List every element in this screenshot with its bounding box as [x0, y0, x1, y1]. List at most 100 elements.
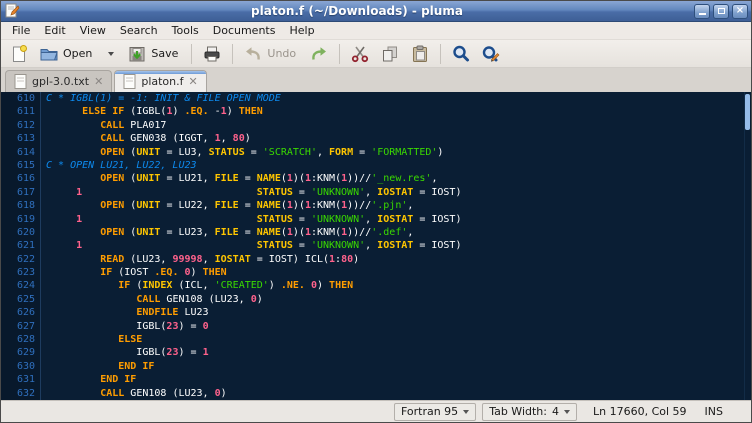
- vertical-scrollbar[interactable]: [744, 92, 751, 400]
- line-number: 623: [1, 266, 41, 280]
- tab-width-label: Tab Width:: [489, 405, 547, 418]
- code-line[interactable]: 623 IF (IOST .EQ. 0) THEN: [1, 266, 744, 280]
- code-line[interactable]: 611 ELSE IF (IGBL(1) .EQ. -1) THEN: [1, 105, 744, 119]
- maximize-button[interactable]: [713, 3, 729, 19]
- redo-button[interactable]: [305, 42, 333, 66]
- cut-button[interactable]: [346, 42, 374, 66]
- undo-button[interactable]: Undo: [239, 42, 303, 66]
- menu-help[interactable]: Help: [289, 24, 315, 37]
- language-selector[interactable]: Fortran 95: [393, 402, 477, 421]
- close-button[interactable]: ×: [732, 3, 748, 19]
- new-document-button[interactable]: [5, 42, 33, 66]
- code-line[interactable]: 628 ELSE: [1, 333, 744, 347]
- find-button[interactable]: [447, 42, 475, 66]
- line-number: 617: [1, 185, 41, 200]
- open-dropdown-button[interactable]: [101, 42, 121, 66]
- code-line[interactable]: 614 OPEN (UNIT = LU3, STATUS = 'SCRATCH'…: [1, 145, 744, 159]
- code-line[interactable]: 625 CALL GEN108 (LU23, 0): [1, 292, 744, 307]
- code-line[interactable]: 624 IF (INDEX (ICL, 'CREATED') .NE. 0) T…: [1, 279, 744, 293]
- line-number: 616: [1, 172, 41, 186]
- code-text: 1 STATUS = 'UNKNOWN', IOSTAT = IOST): [76, 213, 462, 225]
- save-button[interactable]: Save: [123, 42, 185, 66]
- open-button-label: Open: [63, 47, 93, 60]
- scrollbar-thumb[interactable]: [745, 94, 750, 130]
- code-line[interactable]: 632 CALL GEN108 (LU23, 0): [1, 386, 744, 400]
- open-button[interactable]: Open: [35, 42, 99, 66]
- code-text: CALL PLA017: [100, 119, 167, 131]
- code-line[interactable]: 619 1 STATUS = 'UNKNOWN', IOSTAT = IOST): [1, 212, 744, 226]
- chevron-down-icon: [463, 409, 470, 414]
- menu-view[interactable]: View: [79, 24, 106, 37]
- copy-button[interactable]: [376, 42, 404, 66]
- menu-search[interactable]: Search: [119, 24, 158, 37]
- code-line[interactable]: 629 IGBL(23) = 1: [1, 346, 744, 360]
- menu-edit[interactable]: Edit: [44, 24, 66, 37]
- code-line[interactable]: 613 CALL GEN038 (IGGT, 1, 80): [1, 132, 744, 146]
- code-line[interactable]: 610 C * IGBL(1) = -1: INIT & FILE OPEN MO…: [1, 92, 744, 106]
- code-area[interactable]: 610 C * IGBL(1) = -1: INIT & FILE OPEN MO…: [1, 92, 744, 400]
- code-line[interactable]: 616 OPEN (UNIT = LU21, FILE = NAME(1)(1:…: [1, 172, 744, 186]
- tab-label: gpl-3.0.txt: [32, 75, 90, 88]
- tab-gpl-3-0-txt[interactable]: gpl-3.0.txt ✕: [5, 70, 113, 92]
- line-number: 614: [1, 145, 41, 159]
- line-number: 626: [1, 306, 41, 320]
- line-number: 613: [1, 132, 41, 146]
- code-line[interactable]: 627 IGBL(23) = 0: [1, 319, 744, 334]
- code-text: IF (IOST .EQ. 0) THEN: [100, 267, 227, 279]
- print-icon: [204, 46, 220, 61]
- cursor-position: Ln 17660, Col 59: [592, 405, 687, 418]
- tab-close-icon[interactable]: ✕: [94, 75, 104, 88]
- new-document-icon: [13, 44, 27, 62]
- chevron-down-icon: [563, 409, 570, 414]
- code-text: C * OPEN LU21, LU22, LU23: [46, 159, 197, 171]
- menu-file[interactable]: File: [12, 24, 31, 37]
- tab-bar: gpl-3.0.txt ✕ platon.f ✕: [1, 68, 751, 92]
- menu-tools[interactable]: Tools: [171, 24, 199, 37]
- code-line[interactable]: 617 1 STATUS = 'UNKNOWN', IOSTAT = IOST): [1, 185, 744, 200]
- line-number: 632: [1, 386, 41, 400]
- paste-button[interactable]: [406, 42, 434, 66]
- toolbar-separator: [339, 43, 341, 64]
- tab-width-selector[interactable]: Tab Width: 4: [482, 402, 577, 421]
- statusbar: Fortran 95 Tab Width: 4 Ln 17660, Col 59…: [1, 400, 751, 422]
- code-line[interactable]: 622 READ (LU23, 99998, IOSTAT = IOST) IC…: [1, 252, 744, 267]
- save-button-label: Save: [151, 47, 179, 60]
- code-line[interactable]: 620 OPEN (UNIT = LU23, FILE = NAME(1)(1:…: [1, 225, 744, 240]
- line-number: 610: [1, 92, 41, 106]
- code-text: END IF: [118, 360, 155, 372]
- code-line[interactable]: 615 C * OPEN LU21, LU22, LU23: [1, 158, 744, 173]
- menu-documents[interactable]: Documents: [212, 24, 276, 37]
- document-icon: [123, 74, 136, 89]
- tab-width-value: 4: [551, 405, 559, 418]
- tab-close-icon[interactable]: ✕: [188, 75, 198, 88]
- paste-icon: [413, 45, 428, 62]
- code-line[interactable]: 630 END IF: [1, 359, 744, 374]
- undo-icon: [246, 46, 261, 60]
- code-line[interactable]: 626 ENDFILE LU23: [1, 306, 744, 320]
- line-number: 621: [1, 239, 41, 253]
- copy-icon: [383, 46, 398, 61]
- tab-platon-f[interactable]: platon.f ✕: [114, 70, 207, 92]
- print-button[interactable]: [198, 42, 226, 66]
- titlebar[interactable]: platon.f (~/Downloads) - pluma ×: [1, 1, 751, 22]
- code-text: 1 STATUS = 'UNKNOWN', IOSTAT = IOST): [76, 186, 462, 198]
- language-label: Fortran 95: [400, 405, 459, 418]
- code-text: OPEN (UNIT = LU21, FILE = NAME(1)(1:KNM(…: [100, 173, 438, 185]
- code-line[interactable]: 612 CALL PLA017: [1, 118, 744, 133]
- pluma-app-icon: [4, 3, 20, 19]
- code-line[interactable]: 621 1 STATUS = 'UNKNOWN', IOSTAT = IOST): [1, 239, 744, 253]
- code-line[interactable]: 631 END IF: [1, 373, 744, 387]
- code-text: 1 STATUS = 'UNKNOWN', IOSTAT = IOST): [76, 240, 462, 252]
- save-icon: [129, 46, 145, 61]
- line-number: 612: [1, 118, 41, 133]
- code-text: IGBL(23) = 0: [46, 320, 209, 332]
- window-title: platon.f (~/Downloads) - pluma: [251, 4, 463, 18]
- code-text: ENDFILE LU23: [136, 307, 209, 319]
- code-line[interactable]: 618 OPEN (UNIT = LU22, FILE = NAME(1)(1:…: [1, 199, 744, 213]
- line-number: 615: [1, 158, 41, 173]
- replace-button[interactable]: [477, 42, 505, 66]
- code-editor[interactable]: 610 C * IGBL(1) = -1: INIT & FILE OPEN MO…: [1, 92, 751, 400]
- minimize-button[interactable]: [694, 3, 710, 19]
- line-number: 631: [1, 373, 41, 387]
